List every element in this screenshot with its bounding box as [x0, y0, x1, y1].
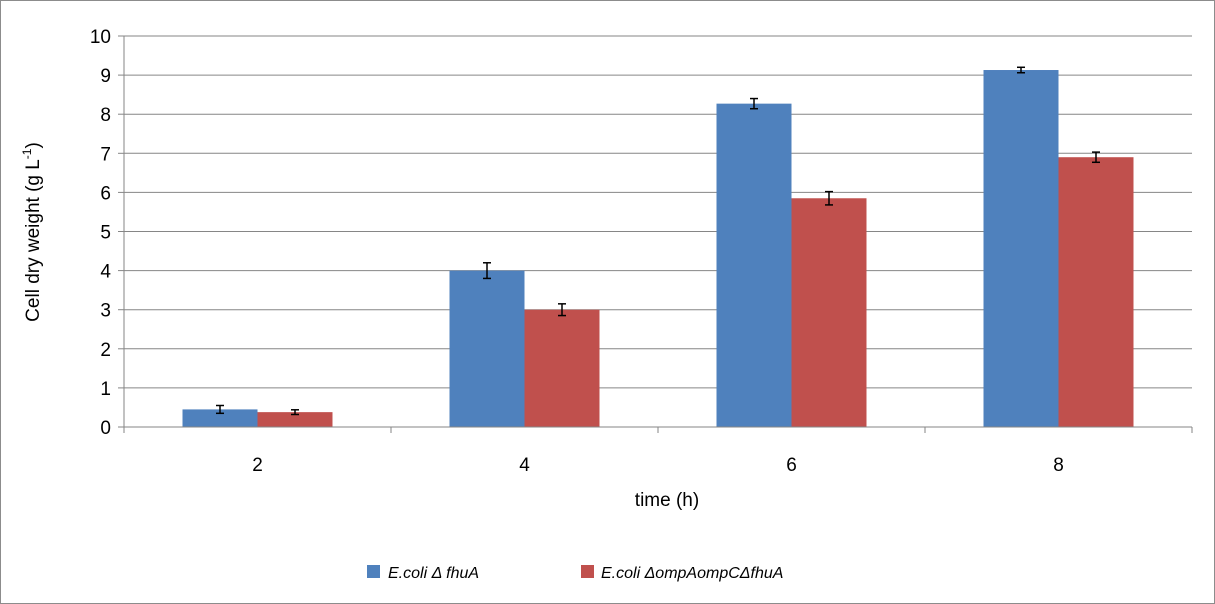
legend-swatch-series-1 [367, 565, 380, 578]
y-axis-title-superscript: -1 [20, 148, 34, 159]
y-tick-label-6: 6 [100, 183, 111, 204]
bars [182, 70, 1134, 427]
y-tick-label-5: 5 [100, 223, 111, 244]
y-tick-label-2: 2 [100, 340, 111, 361]
y-axis-title-main: Cell dry weight (g L [23, 159, 44, 322]
bar-series-1-6 [716, 103, 792, 427]
y-tick-label-3: 3 [100, 301, 111, 322]
x-tick-label-8: 8 [1053, 455, 1064, 476]
bar-series-1-4 [449, 270, 525, 427]
y-tick-label-9: 9 [100, 66, 111, 87]
x-tick-labels: 2 4 6 8 [252, 455, 1064, 476]
y-tick-label-4: 4 [100, 262, 111, 283]
bar-series-2-8 [1058, 157, 1134, 427]
bar-series-2-6 [791, 198, 867, 427]
error-bars [216, 66, 1100, 416]
y-axis-title-suffix: ) [23, 142, 44, 148]
bar-series-2-2 [257, 412, 333, 427]
x-tick-label-6: 6 [786, 455, 797, 476]
y-axis-title: Cell dry weight (g L-1) [20, 142, 44, 322]
x-tick-label-4: 4 [519, 455, 530, 476]
bar-series-2-4 [524, 309, 600, 427]
y-tick-label-1: 1 [100, 379, 111, 400]
legend-swatch-series-2 [581, 565, 594, 578]
y-tick-label-8: 8 [100, 105, 111, 126]
x-tick-label-2: 2 [252, 455, 263, 476]
bar-series-1-8 [983, 70, 1059, 427]
legend: E.coli Δ fhuA E.coli ΔompAompCΔfhuA [367, 565, 783, 582]
axes [123, 36, 1192, 428]
y-tick-label-0: 0 [100, 418, 111, 439]
legend-label-series-2: E.coli ΔompAompCΔfhuA [601, 565, 783, 582]
x-axis-title: time (h) [635, 490, 699, 511]
y-tick-label-10: 10 [90, 27, 111, 48]
y-tick-label-7: 7 [100, 144, 111, 165]
y-tick-labels: 0 1 2 3 4 5 6 7 8 9 10 [90, 27, 112, 439]
legend-label-series-1: E.coli Δ fhuA [388, 565, 479, 582]
bar-series-1-2 [182, 409, 258, 427]
